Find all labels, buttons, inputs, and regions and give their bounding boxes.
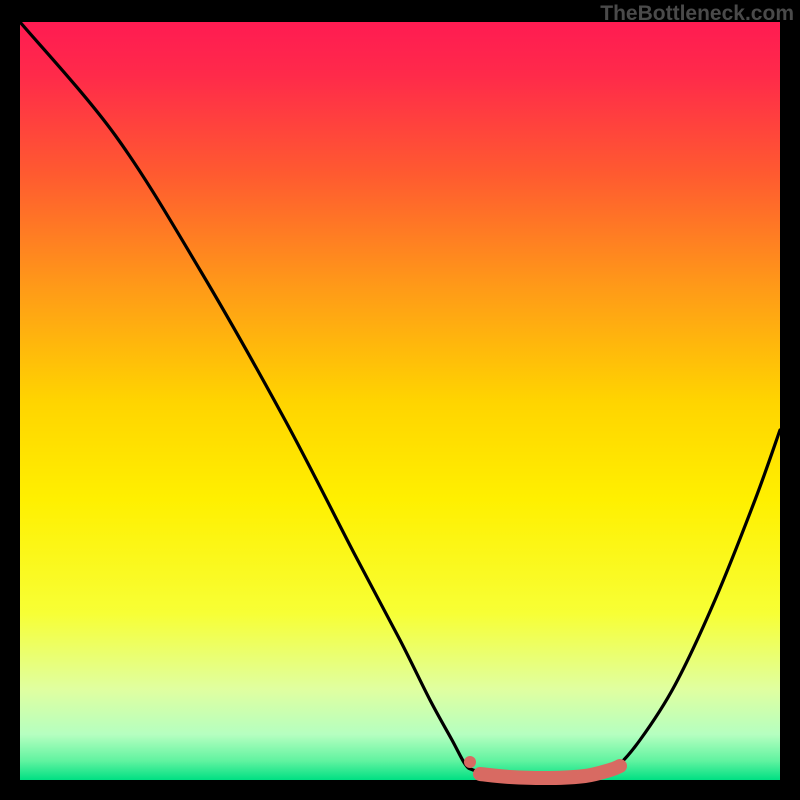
- chart-container: TheBottleneck.com: [0, 0, 800, 800]
- bottleneck-chart: [0, 0, 800, 800]
- attribution-label: TheBottleneck.com: [600, 2, 794, 26]
- optimal-point-marker: [464, 756, 476, 768]
- gradient-background: [20, 22, 780, 780]
